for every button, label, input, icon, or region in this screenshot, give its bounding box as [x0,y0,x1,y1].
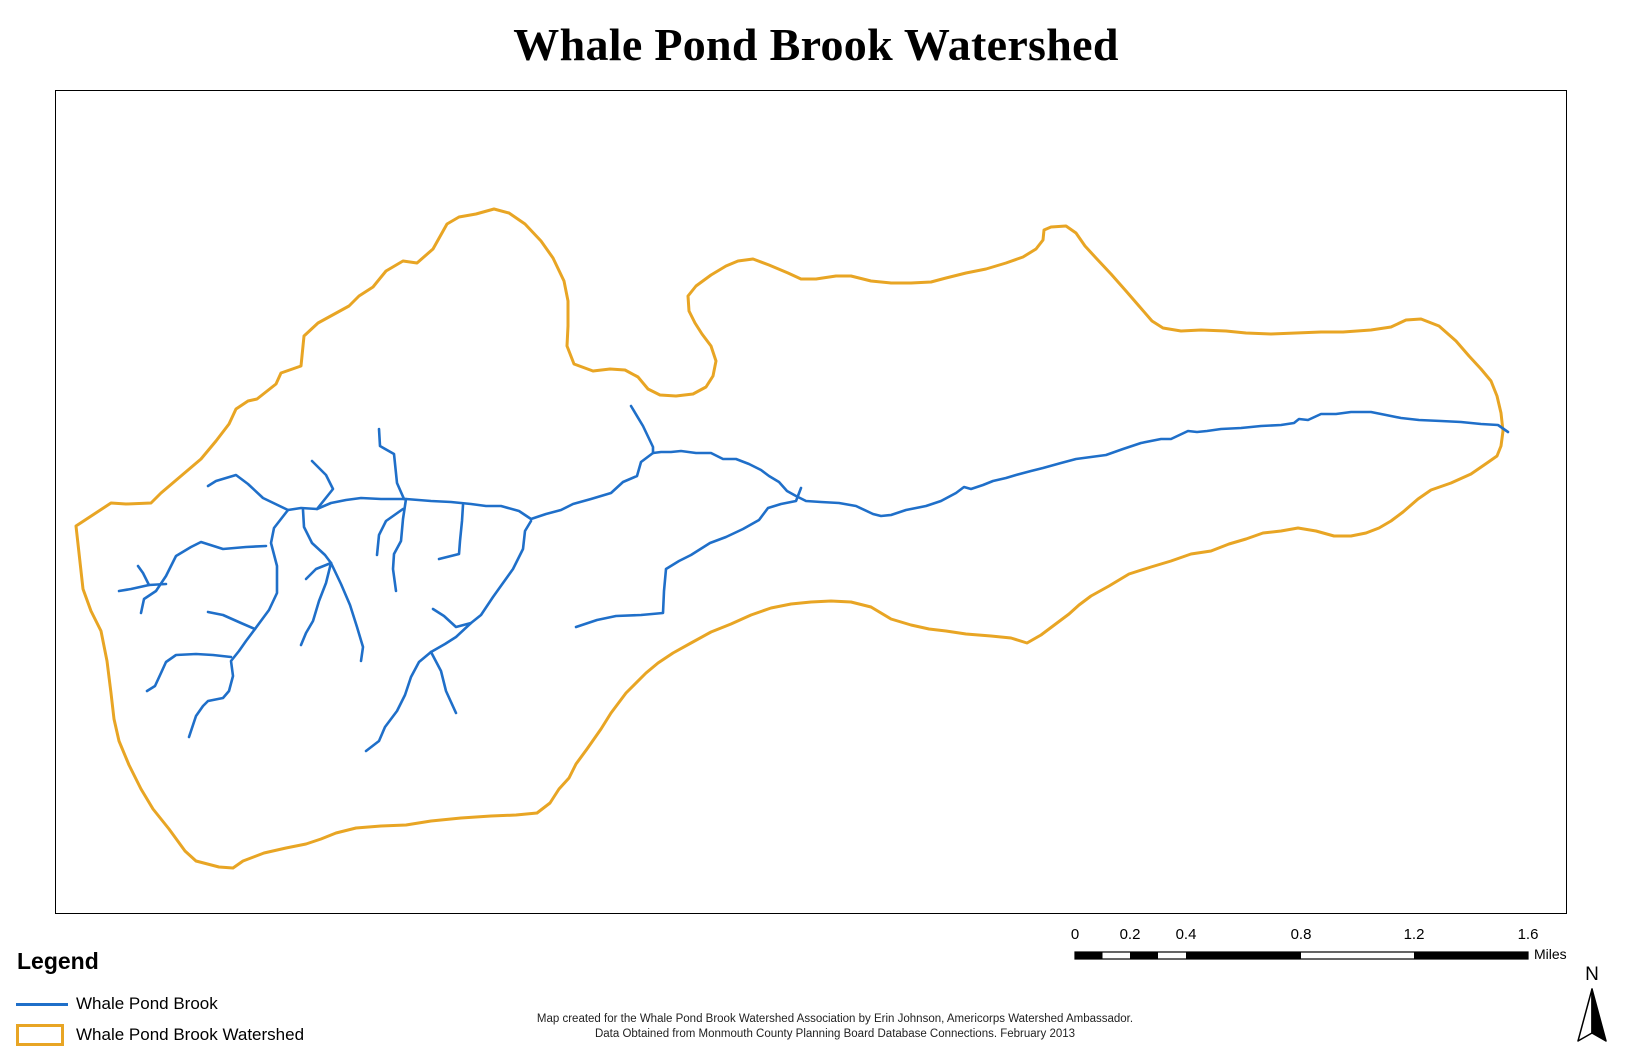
tributary-stream [145,652,233,693]
tributary-stream [391,497,408,593]
tributary-stream [329,561,365,663]
north-arrow: N [1572,964,1612,1044]
map-canvas [74,207,1510,870]
tributary-stream [377,427,406,501]
stream-symbol [16,1002,68,1006]
tributary-stream [139,540,268,615]
scale-tick-label: 0.4 [1175,926,1197,943]
scale-tick-label: 0 [1070,926,1080,943]
legend-item-watershed: Whale Pond Brook Watershed [16,1021,304,1049]
north-label: N [1585,964,1599,985]
legend-item-stream: Whale Pond Brook [16,990,218,1018]
north-arrow-icon [1577,988,1607,1042]
tributary-stream [429,519,533,654]
watershed-boundary [74,207,1505,870]
scale-bar: 0 0.2 0.4 0.8 1.2 1.6 Miles [1060,926,1580,976]
tributary-stream [375,507,405,557]
scale-tick-label: 0.2 [1119,926,1141,943]
tributary-stream [206,473,290,512]
scale-bar-graphic [1074,951,1529,960]
legend-label: Whale Pond Brook [76,994,218,1013]
watershed-symbol [16,1024,64,1046]
tributary-stream [431,607,473,629]
map-title: Whale Pond Brook Watershed [513,19,1119,70]
tributary-stream [429,650,458,715]
tributary-stream [301,508,333,565]
tributary-stream [574,486,803,629]
scale-tick-label: 1.2 [1403,926,1425,943]
tributary-stream [136,564,151,587]
map-credits: Map created for the Whale Pond Brook Wat… [480,1012,1190,1042]
main-stem-stream [286,410,1510,521]
scale-tick-label: 1.6 [1517,926,1539,943]
tributary-stream [299,561,333,647]
tributary-stream [304,561,333,581]
map-frame [55,90,1567,914]
credit-line: Map created for the Whale Pond Brook Wat… [536,1013,1134,1025]
legend-title: Legend [17,948,99,974]
legend-label: Whale Pond Brook Watershed [76,1025,305,1044]
tributary-stream [437,503,465,561]
scale-units: Miles [1534,946,1567,962]
tributary-stream [206,610,257,631]
credit-line: Data Obtained from Monmouth County Plann… [594,1028,1076,1040]
tributary-stream [117,582,168,593]
tributary-stream [310,459,335,511]
tributary-stream [187,508,290,739]
scale-tick-label: 0.8 [1290,926,1312,943]
tributary-stream [364,650,433,753]
tributary-stream [629,404,655,455]
